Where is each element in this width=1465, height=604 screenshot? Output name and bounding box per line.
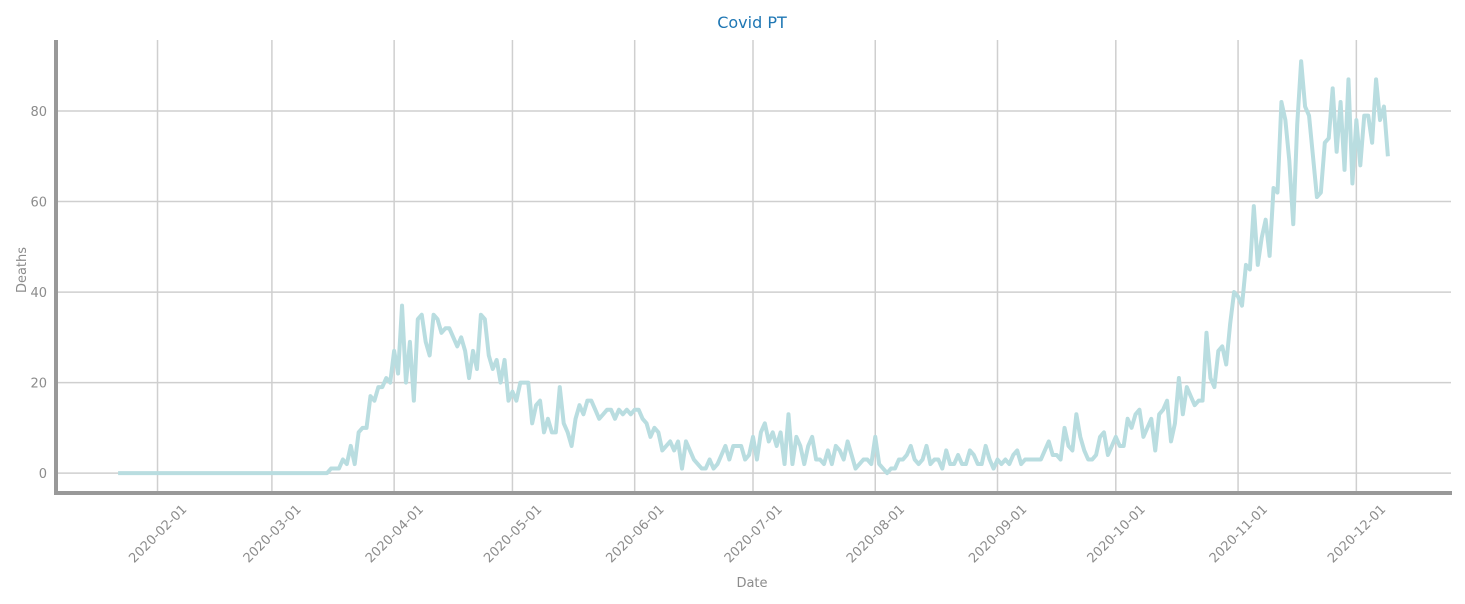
- x-tick-label: 2020-11-01: [1207, 502, 1271, 566]
- x-tick-label: 2020-10-01: [1085, 502, 1149, 566]
- y-tick-label: 20: [30, 377, 47, 392]
- x-tick-label: 2020-08-01: [844, 502, 908, 566]
- x-tick-label: 2020-07-01: [722, 502, 786, 566]
- x-tick-label: 2020-09-01: [966, 502, 1030, 566]
- y-axis-label: Deaths: [15, 247, 30, 293]
- grid: [55, 40, 1451, 493]
- y-tick-label: 60: [30, 196, 47, 211]
- y-tick-label: 0: [39, 467, 47, 482]
- x-axis-label: Date: [736, 576, 767, 591]
- x-tick-label: 2020-12-01: [1325, 502, 1389, 566]
- x-tick-label: 2020-04-01: [363, 502, 427, 566]
- plot-area: [118, 59, 1390, 476]
- x-tick-label: 2020-03-01: [241, 502, 305, 566]
- x-tick-label: 2020-05-01: [481, 502, 545, 566]
- y-tick-label: 40: [30, 286, 47, 301]
- chart-title: Covid PT: [717, 13, 787, 32]
- y-tick-label: 80: [30, 105, 47, 120]
- data-line: [118, 59, 1390, 476]
- x-tick-label: 2020-02-01: [126, 502, 190, 566]
- x-tick-label: 2020-06-01: [603, 502, 667, 566]
